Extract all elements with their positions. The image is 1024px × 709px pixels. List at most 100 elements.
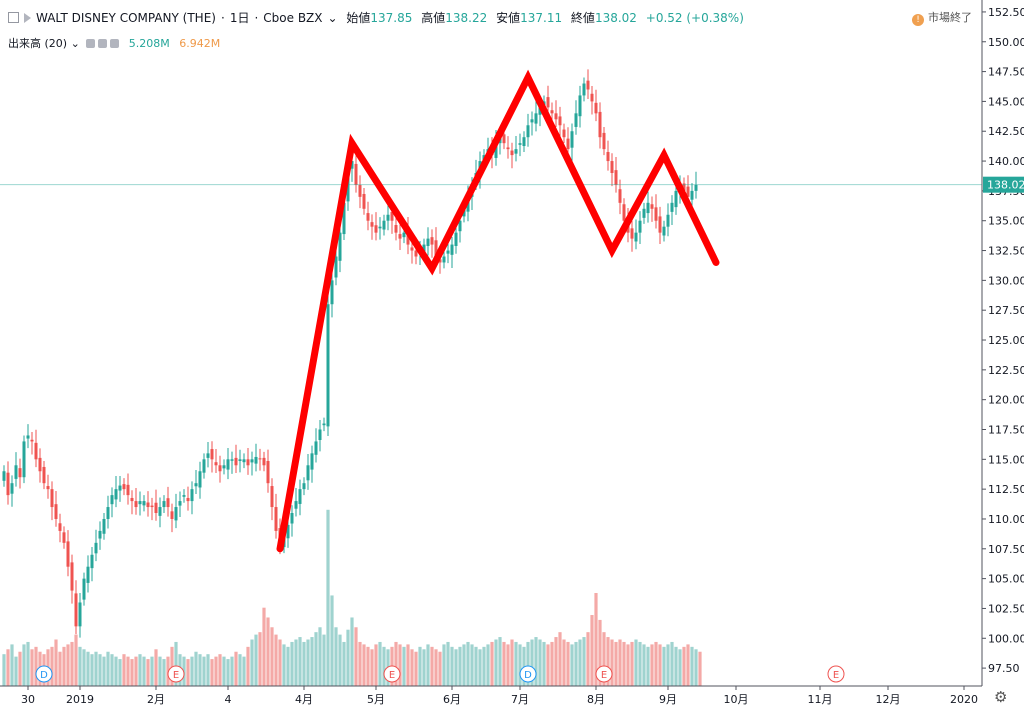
volume-bar [626, 644, 630, 686]
settings-icon[interactable] [98, 39, 108, 48]
eye-icon[interactable] [86, 39, 96, 48]
volume-bar [278, 639, 282, 686]
candle-body [314, 441, 318, 455]
candle-body [194, 483, 198, 487]
volume-bar [142, 656, 146, 686]
volume-bar [186, 659, 190, 686]
candle-body [398, 234, 402, 239]
candle-body [166, 498, 170, 508]
volume-bar [86, 651, 90, 686]
x-tick-label: 9月 [659, 693, 677, 706]
volume-value-2: 6.942M [179, 37, 221, 50]
candle-body [318, 429, 322, 440]
volume-bar [454, 649, 458, 686]
event-marker[interactable] [595, 665, 613, 683]
volume-bar [210, 659, 214, 686]
volume-bar [150, 656, 154, 686]
candle-body [390, 211, 394, 221]
volume-bar [542, 641, 546, 686]
volume-bar [330, 595, 334, 686]
volume-bar [698, 651, 702, 686]
candle-body [114, 489, 118, 500]
candle-body [598, 111, 602, 138]
plot-area[interactable] [0, 0, 982, 686]
low-value: 137.11 [520, 11, 563, 25]
chevron-down-icon[interactable]: ⌄ [70, 37, 80, 50]
volume-bar [310, 637, 314, 686]
candle-body [574, 113, 578, 127]
volume-bar [314, 632, 318, 686]
candle-body [382, 220, 386, 230]
volume-bar [170, 646, 174, 686]
candle-body [578, 95, 582, 117]
y-tick-label: 152.50 [988, 6, 1024, 19]
volume-bar [78, 646, 82, 686]
candle-body [362, 193, 366, 209]
candle-body [530, 119, 534, 123]
x-tick-label: 7月 [511, 693, 529, 706]
volume-bar [414, 651, 418, 686]
candle-body [526, 125, 530, 138]
exchange-label[interactable]: Cboe BZX [263, 11, 323, 25]
candle-body [662, 226, 666, 236]
volume-bar [638, 641, 642, 686]
candle-body [350, 161, 354, 169]
candle-body [254, 456, 258, 464]
candle-body [462, 208, 466, 217]
y-tick-label: 110.00 [988, 513, 1024, 526]
volume-bar [466, 641, 470, 686]
candle-body [586, 80, 590, 90]
y-tick-label: 132.50 [988, 245, 1024, 258]
event-marker[interactable] [35, 665, 53, 683]
volume-label[interactable]: 出来高 (20) [8, 37, 68, 50]
candle-body [602, 132, 606, 150]
symbol-header: WALT DISNEY COMPANY (THE) · 1日 · Cboe BZX ⌄ 始… [8, 9, 749, 26]
symbol-flag-icon[interactable] [24, 13, 31, 23]
volume-bar [294, 639, 298, 686]
x-tick-label: 4月 [295, 693, 313, 706]
volume-bar [118, 659, 122, 686]
candle-body [386, 214, 390, 221]
candle-body [510, 150, 514, 156]
volume-bar [538, 639, 542, 686]
candle-body [38, 457, 42, 472]
symbol-name[interactable]: WALT DISNEY COMPANY (THE) [36, 11, 216, 25]
volume-bar [546, 644, 550, 686]
candle-body [90, 554, 94, 569]
volume-bar [230, 656, 234, 686]
candle-body [414, 250, 418, 257]
volume-bar [270, 627, 274, 686]
y-tick-label: 112.50 [988, 483, 1024, 496]
event-marker[interactable] [383, 665, 401, 683]
interval-label[interactable]: 1日 [229, 11, 250, 25]
candle-body [126, 484, 130, 496]
volume-bar [110, 654, 114, 686]
event-marker[interactable] [827, 665, 845, 683]
market-status-text: 市場終了 [928, 11, 972, 24]
volume-bar [102, 656, 106, 686]
candle-body [110, 495, 114, 505]
event-marker[interactable] [167, 665, 185, 683]
event-marker-label: E [601, 670, 607, 681]
collapse-toggle-icon[interactable] [8, 12, 19, 23]
event-marker-label: E [833, 670, 839, 681]
x-tick-label: 5月 [367, 693, 385, 706]
close-icon[interactable] [110, 39, 120, 48]
volume-bar [474, 646, 478, 686]
volume-bar [126, 656, 130, 686]
volume-bar [130, 659, 134, 686]
volume-bar [114, 656, 118, 686]
candle-body [74, 593, 78, 627]
event-marker[interactable] [519, 665, 537, 683]
chevron-down-icon[interactable]: ⌄ [327, 11, 338, 25]
volume-bar [282, 644, 286, 686]
gear-icon[interactable]: ⚙ [994, 688, 1008, 706]
y-tick-label: 100.00 [988, 632, 1024, 645]
y-tick-label: 140.00 [988, 155, 1024, 168]
y-tick-label: 117.50 [988, 423, 1024, 436]
volume-bar [174, 641, 178, 686]
volume-bar [478, 649, 482, 686]
volume-bar [194, 651, 198, 686]
candle-body [234, 457, 238, 466]
